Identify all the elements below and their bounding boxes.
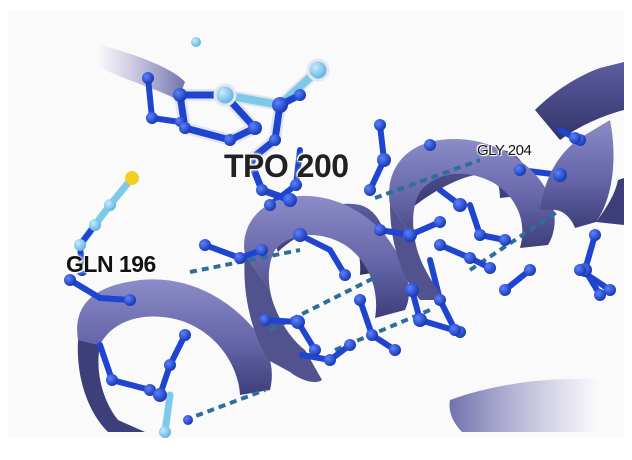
sulfur-atom bbox=[125, 171, 139, 185]
atom bbox=[449, 324, 461, 336]
atom bbox=[216, 86, 234, 104]
atom bbox=[283, 193, 297, 207]
helix-front-turn-1-lower bbox=[77, 340, 145, 432]
atom bbox=[324, 354, 336, 366]
label-tpo-200: TPO 200 bbox=[224, 148, 349, 184]
atom bbox=[309, 61, 327, 79]
atom bbox=[106, 374, 118, 386]
atom bbox=[434, 239, 446, 251]
atom bbox=[153, 388, 167, 402]
atom bbox=[173, 88, 187, 102]
helix-front-turn-2-edge bbox=[244, 255, 322, 383]
atom bbox=[272, 97, 288, 113]
atom bbox=[164, 359, 176, 371]
atom bbox=[256, 244, 268, 256]
atom bbox=[484, 262, 496, 274]
distant-ribbon-top-left bbox=[96, 45, 185, 100]
atom bbox=[413, 313, 427, 327]
atom bbox=[269, 134, 281, 146]
atom bbox=[146, 112, 158, 124]
atom bbox=[144, 384, 156, 396]
atom bbox=[374, 119, 386, 131]
atom bbox=[89, 219, 101, 231]
label-gln-196: GLN 196 bbox=[66, 251, 156, 277]
atom bbox=[339, 269, 351, 281]
atom bbox=[424, 139, 436, 151]
atom bbox=[594, 289, 606, 301]
atom bbox=[464, 252, 476, 264]
atom bbox=[524, 264, 536, 276]
atom bbox=[259, 314, 271, 326]
atom bbox=[574, 264, 586, 276]
helix-front-turn-3 bbox=[389, 139, 555, 248]
selection-highlights bbox=[213, 58, 330, 107]
atom bbox=[244, 154, 256, 166]
atom bbox=[290, 179, 302, 191]
atom bbox=[104, 199, 116, 211]
hbond-5 bbox=[468, 208, 562, 272]
atom bbox=[514, 164, 526, 176]
atom bbox=[256, 184, 268, 196]
distant-ribbon-bottom-right bbox=[449, 378, 600, 432]
atom bbox=[604, 284, 616, 296]
atom bbox=[248, 121, 262, 135]
atom bbox=[199, 239, 211, 251]
atom bbox=[344, 339, 356, 351]
atom bbox=[124, 294, 136, 306]
atom bbox=[142, 72, 154, 84]
helix-back-strand-3 bbox=[535, 62, 624, 140]
atom bbox=[159, 426, 171, 438]
atom bbox=[499, 284, 511, 296]
atom bbox=[293, 228, 307, 242]
atom-spheres bbox=[64, 37, 616, 438]
atom bbox=[589, 229, 601, 241]
atom bbox=[366, 329, 378, 341]
helix-front-turn-1 bbox=[77, 279, 272, 395]
atom bbox=[264, 199, 276, 211]
atom bbox=[405, 283, 419, 297]
atom bbox=[234, 252, 246, 264]
atom bbox=[179, 329, 191, 341]
atom bbox=[434, 216, 446, 228]
hbond-3 bbox=[269, 273, 381, 332]
atom bbox=[389, 344, 401, 356]
atom bbox=[191, 37, 201, 47]
hbond-2 bbox=[374, 158, 481, 200]
atom bbox=[64, 274, 76, 286]
atom bbox=[76, 264, 88, 276]
atom bbox=[294, 89, 306, 101]
label-gly-204: GLY 204 bbox=[477, 142, 532, 159]
atom bbox=[474, 229, 486, 241]
atom bbox=[179, 122, 191, 134]
helix-front-turn-4 bbox=[540, 120, 614, 228]
helix-front-turn-2 bbox=[244, 195, 409, 318]
atom bbox=[224, 134, 236, 146]
atom bbox=[291, 315, 305, 329]
atom bbox=[309, 344, 321, 356]
atom bbox=[434, 294, 446, 306]
helix-end-cap bbox=[596, 178, 624, 225]
atom bbox=[183, 415, 193, 425]
atom bbox=[364, 184, 376, 196]
helix-front-turn-3-edge bbox=[390, 205, 445, 300]
atom bbox=[499, 234, 511, 246]
hbond-1 bbox=[189, 248, 301, 274]
atom bbox=[377, 153, 391, 167]
atom bbox=[569, 132, 581, 144]
atom bbox=[403, 228, 417, 242]
atom bbox=[354, 294, 366, 306]
atom bbox=[453, 198, 467, 212]
atom bbox=[374, 224, 386, 236]
atom bbox=[553, 168, 567, 182]
atom bbox=[74, 239, 86, 251]
hbond-6 bbox=[184, 388, 266, 422]
